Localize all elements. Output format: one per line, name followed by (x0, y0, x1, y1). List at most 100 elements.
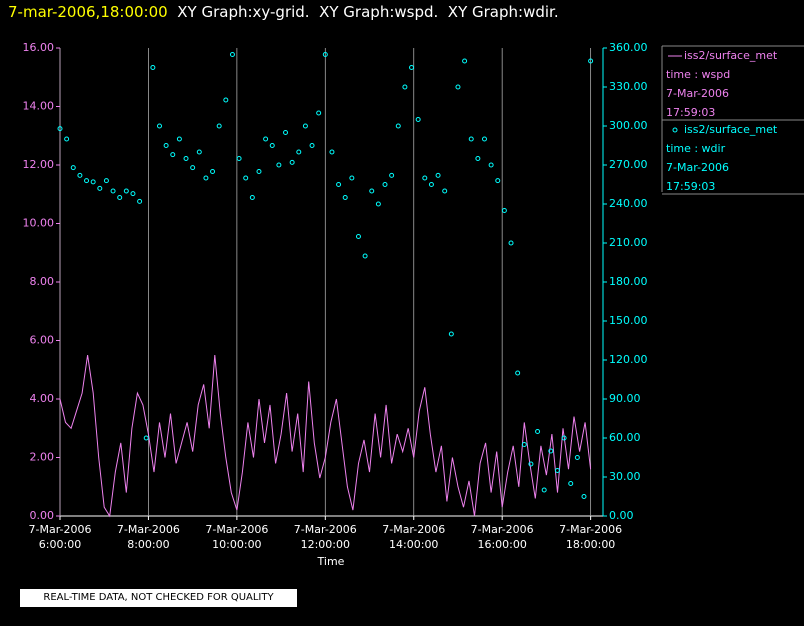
legend-text: time : wspd (666, 68, 730, 81)
x-tick-label: 7-Mar-2006 6:00:00 (28, 523, 92, 551)
x-tick-label: 7-Mar-2006 12:00:00 (293, 523, 357, 551)
wdir-point (316, 110, 322, 116)
wdir-point (263, 136, 269, 142)
legend-name: iss2/surface_met (684, 49, 778, 62)
wdir-point (329, 149, 335, 155)
wdir-point (428, 182, 434, 187)
wdir-point (574, 455, 580, 460)
wdir-point (455, 84, 461, 90)
wdir-point (130, 191, 136, 197)
wdir-point (475, 156, 481, 161)
wdir-point (302, 123, 308, 129)
wdir-point (541, 487, 547, 493)
wdir-point (176, 136, 182, 142)
x-tick-label: 7-Mar-2006 10:00:00 (205, 523, 269, 551)
wdir-point (349, 175, 355, 181)
header: 7-mar-2006,18:00:00 XY Graph:xy-grid. XY… (8, 3, 559, 21)
wdir-point (256, 169, 262, 174)
wdir-point (190, 165, 196, 171)
wdir-point (462, 58, 468, 64)
y-tick-label: 0.00 (30, 509, 55, 522)
wdir-point (143, 435, 149, 441)
y2-tick-label: 90.00 (609, 392, 641, 405)
wdir-point (283, 130, 289, 135)
wdir-point (369, 188, 375, 194)
wdir-point (289, 159, 295, 165)
y2-tick-label: 330.00 (609, 80, 648, 93)
wdir-point (70, 165, 76, 171)
wdir-point (515, 370, 521, 376)
wdir-point (137, 198, 143, 204)
wdir-point (409, 65, 415, 70)
wdir-point (355, 234, 361, 239)
wdir-point (375, 201, 381, 207)
wdir-point (508, 240, 514, 246)
y2-tick-label: 210.00 (609, 236, 648, 249)
wdir-point (468, 136, 474, 142)
wdir-point (249, 195, 255, 200)
legend-text: 7-Mar-2006 (666, 87, 729, 100)
title: XY Graph:xy-grid. XY Graph:wspd. XY Grap… (177, 3, 559, 21)
wdir-point (110, 188, 116, 194)
wdir-point (535, 429, 541, 434)
wdir-point (548, 448, 554, 454)
y-tick-label: 14.00 (23, 100, 55, 113)
x-tick-label: 7-Mar-2006 16:00:00 (470, 523, 534, 551)
y2-tick-label: 180.00 (609, 275, 648, 288)
y-tick-label: 16.00 (23, 41, 55, 54)
legend-text: time : wdir (666, 142, 726, 155)
wdir-point (156, 123, 162, 129)
wdir-point (210, 169, 216, 174)
wdir-point (243, 175, 249, 181)
x-tick-label: 7-Mar-2006 8:00:00 (116, 523, 180, 551)
wdir-point (90, 179, 96, 185)
wdir-point (216, 123, 222, 129)
wdir-point (236, 156, 242, 161)
wdir-point (521, 442, 527, 447)
wdir-point (581, 494, 587, 499)
wdir-point (568, 481, 574, 486)
wdir-point (435, 172, 441, 178)
wdir-point (495, 178, 501, 184)
wdir-point (342, 195, 348, 200)
wdir-point (170, 152, 176, 158)
x-axis-label: Time (317, 555, 345, 568)
wdir-point (422, 175, 428, 181)
wdir-point (77, 172, 83, 178)
wdir-point (196, 149, 202, 155)
wdir-point (269, 143, 275, 148)
wdir-point (103, 178, 109, 184)
legend-name: iss2/surface_met (684, 123, 778, 136)
legend-text: 17:59:03 (666, 180, 715, 193)
y-tick-label: 6.00 (30, 334, 55, 347)
legend-text: 17:59:03 (666, 106, 715, 119)
wdir-point (322, 52, 328, 57)
y2-tick-label: 150.00 (609, 314, 648, 327)
wdir-point (488, 162, 494, 168)
wdir-point (309, 143, 315, 148)
y2-tick-label: 360.00 (609, 41, 648, 54)
x-tick-label: 7-Mar-2006 14:00:00 (382, 523, 446, 551)
wdir-point (150, 65, 156, 70)
wdir-point (442, 188, 448, 194)
y2-tick-label: 60.00 (609, 431, 641, 444)
legend-marker (672, 127, 678, 133)
wdir-point (117, 195, 123, 200)
y2-tick-label: 240.00 (609, 197, 648, 210)
wdir-point (97, 185, 103, 191)
wdir-point (389, 172, 395, 178)
wdir-point (554, 468, 560, 473)
wdir-point (84, 178, 90, 184)
wdir-point (588, 58, 594, 64)
wspd-line (59, 355, 592, 518)
y-tick-label: 2.00 (30, 451, 55, 464)
y-tick-label: 12.00 (23, 158, 55, 171)
y-tick-label: 4.00 (30, 392, 55, 405)
wdir-point (296, 149, 302, 155)
y-tick-label: 8.00 (30, 275, 55, 288)
timestamp: 7-mar-2006,18:00:00 (8, 3, 168, 21)
wdir-point (64, 136, 70, 142)
wdir-point (382, 182, 388, 187)
